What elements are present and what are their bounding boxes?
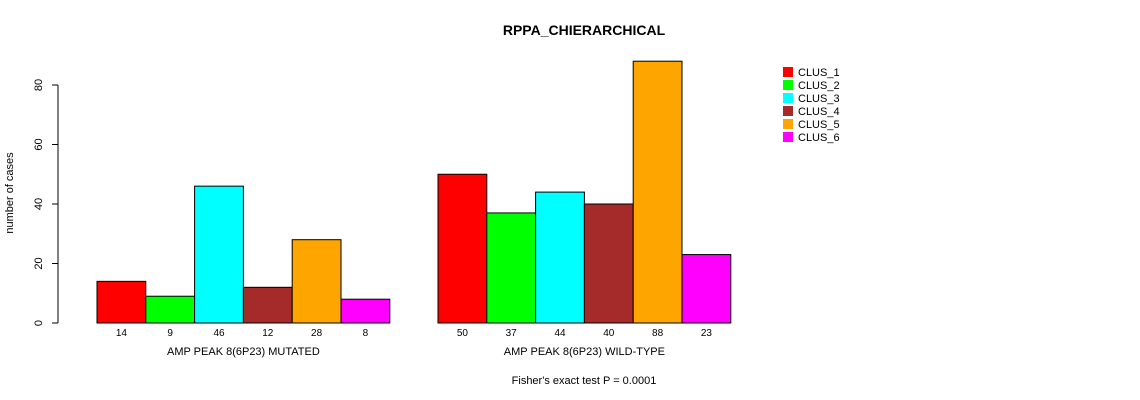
bar-clus-4 [242, 286, 293, 324]
bar-clus-1 [96, 280, 147, 324]
group-labels: AMP PEAK 8(6P23) MUTATED AMP PEAK 8(6P23)… [167, 346, 665, 358]
y-axis-label: number of cases [4, 152, 16, 234]
legend-swatch [783, 106, 793, 116]
y-axis: 0 20 40 60 80 [33, 79, 59, 326]
bar-clus-6 [681, 254, 732, 324]
bar-value-label: 12 [262, 328, 274, 339]
legend-label: CLUS_5 [798, 119, 840, 131]
bar-value-label: 46 [213, 328, 225, 339]
bar-clus-5 [291, 239, 342, 324]
legend-label: CLUS_3 [798, 93, 840, 105]
chart-title: RPPA_CHIERARCHICAL [503, 22, 666, 38]
y-tick-label: 0 [33, 320, 45, 326]
bar-clus-3 [535, 191, 585, 324]
legend-label: CLUS_1 [798, 67, 840, 79]
y-tick-label: 40 [33, 198, 45, 210]
group-label: AMP PEAK 8(6P23) WILD-TYPE [504, 346, 665, 358]
legend-swatch [783, 80, 793, 90]
legend-label: CLUS_6 [798, 132, 840, 144]
legend-label: CLUS_4 [798, 106, 840, 118]
bar-clus-2 [145, 295, 196, 324]
bar-value-label: 8 [363, 328, 369, 339]
bar-value-label: 44 [554, 328, 566, 339]
bar-value-label: 40 [603, 328, 615, 339]
bar-value-label: 9 [167, 328, 173, 339]
bar-clus-1 [437, 173, 488, 324]
bar-clus-2 [486, 212, 537, 324]
bar-value-label: 88 [652, 328, 664, 339]
bar-value-label: 14 [116, 328, 128, 339]
legend-swatch [783, 67, 793, 77]
bar-value-label: 50 [457, 328, 469, 339]
fisher-test-footnote: Fisher's exact test P = 0.0001 [512, 375, 657, 387]
bar-clus-5 [632, 60, 683, 324]
bar-clus-4 [583, 203, 634, 324]
legend-swatch [783, 93, 793, 103]
legend-label: CLUS_2 [798, 80, 840, 92]
bar-clus-6 [340, 298, 391, 324]
bar-value-labels: 14 9 46 12 28 8 50 37 44 40 88 23 [116, 328, 713, 339]
bar-value-label: 23 [701, 328, 713, 339]
y-tick-label: 80 [33, 79, 45, 91]
y-tick-label: 60 [33, 138, 45, 150]
group-label: AMP PEAK 8(6P23) MUTATED [167, 346, 320, 358]
bar-value-label: 37 [506, 328, 518, 339]
y-tick-label: 20 [33, 257, 45, 269]
legend-swatch [783, 132, 793, 142]
bar-clus-3 [194, 185, 244, 324]
legend-swatch [783, 119, 793, 129]
bar-value-label: 28 [311, 328, 323, 339]
bars [96, 60, 732, 324]
